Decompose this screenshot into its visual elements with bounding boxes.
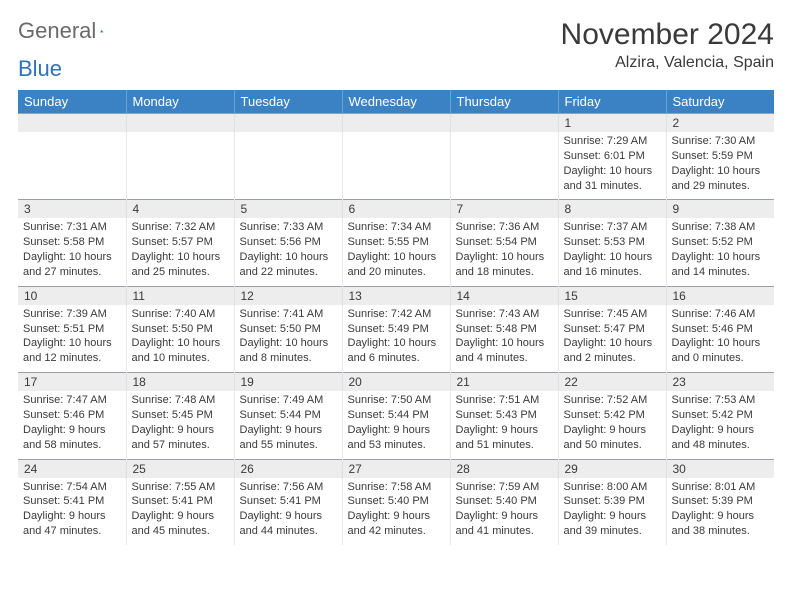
day-number: 30 — [666, 459, 774, 478]
day-cell: Sunrise: 7:36 AMSunset: 5:54 PMDaylight:… — [450, 218, 558, 286]
content-row: Sunrise: 7:54 AMSunset: 5:41 PMDaylight:… — [18, 478, 774, 545]
day-number — [342, 114, 450, 133]
day-number: 13 — [342, 286, 450, 305]
day-cell: Sunrise: 7:39 AMSunset: 5:51 PMDaylight:… — [18, 305, 126, 373]
calendar-head: Sunday Monday Tuesday Wednesday Thursday… — [18, 90, 774, 114]
day-cell: Sunrise: 7:40 AMSunset: 5:50 PMDaylight:… — [126, 305, 234, 373]
content-row: Sunrise: 7:31 AMSunset: 5:58 PMDaylight:… — [18, 218, 774, 286]
day-number: 6 — [342, 200, 450, 219]
day-number: 24 — [18, 459, 126, 478]
day-cell — [342, 132, 450, 200]
daynum-row: 3456789 — [18, 200, 774, 219]
content-row: Sunrise: 7:39 AMSunset: 5:51 PMDaylight:… — [18, 305, 774, 373]
day-cell: Sunrise: 7:53 AMSunset: 5:42 PMDaylight:… — [666, 391, 774, 459]
day-number: 27 — [342, 459, 450, 478]
day-cell: Sunrise: 7:38 AMSunset: 5:52 PMDaylight:… — [666, 218, 774, 286]
day-number: 15 — [558, 286, 666, 305]
day-cell: Sunrise: 7:42 AMSunset: 5:49 PMDaylight:… — [342, 305, 450, 373]
logo: General — [18, 18, 124, 44]
calendar-body: 12Sunrise: 7:29 AMSunset: 6:01 PMDayligh… — [18, 114, 774, 545]
day-number: 3 — [18, 200, 126, 219]
sail-icon — [100, 22, 104, 40]
day-number: 28 — [450, 459, 558, 478]
day-number: 12 — [234, 286, 342, 305]
day-cell: Sunrise: 7:41 AMSunset: 5:50 PMDaylight:… — [234, 305, 342, 373]
day-cell: Sunrise: 7:45 AMSunset: 5:47 PMDaylight:… — [558, 305, 666, 373]
day-number: 23 — [666, 373, 774, 392]
dayheader-sun: Sunday — [18, 90, 126, 114]
day-cell: Sunrise: 7:49 AMSunset: 5:44 PMDaylight:… — [234, 391, 342, 459]
day-number: 19 — [234, 373, 342, 392]
dayheader-wed: Wednesday — [342, 90, 450, 114]
daynum-row: 17181920212223 — [18, 373, 774, 392]
daynum-row: 10111213141516 — [18, 286, 774, 305]
day-cell: Sunrise: 7:55 AMSunset: 5:41 PMDaylight:… — [126, 478, 234, 545]
day-cell: Sunrise: 7:30 AMSunset: 5:59 PMDaylight:… — [666, 132, 774, 200]
day-cell: Sunrise: 7:56 AMSunset: 5:41 PMDaylight:… — [234, 478, 342, 545]
day-cell: Sunrise: 7:43 AMSunset: 5:48 PMDaylight:… — [450, 305, 558, 373]
day-number: 9 — [666, 200, 774, 219]
day-number: 4 — [126, 200, 234, 219]
day-number — [126, 114, 234, 133]
day-cell: Sunrise: 8:00 AMSunset: 5:39 PMDaylight:… — [558, 478, 666, 545]
logo-word2: Blue — [18, 56, 62, 82]
location: Alzira, Valencia, Spain — [561, 54, 774, 72]
day-cell: Sunrise: 7:50 AMSunset: 5:44 PMDaylight:… — [342, 391, 450, 459]
day-number: 29 — [558, 459, 666, 478]
day-number — [18, 114, 126, 133]
dayheader-thu: Thursday — [450, 90, 558, 114]
dayheader-tue: Tuesday — [234, 90, 342, 114]
day-cell: Sunrise: 7:51 AMSunset: 5:43 PMDaylight:… — [450, 391, 558, 459]
day-number: 22 — [558, 373, 666, 392]
day-cell: Sunrise: 7:37 AMSunset: 5:53 PMDaylight:… — [558, 218, 666, 286]
day-cell — [18, 132, 126, 200]
day-number: 2 — [666, 114, 774, 133]
day-cell: Sunrise: 7:52 AMSunset: 5:42 PMDaylight:… — [558, 391, 666, 459]
day-number: 7 — [450, 200, 558, 219]
daynum-row: 12 — [18, 114, 774, 133]
day-cell: Sunrise: 7:31 AMSunset: 5:58 PMDaylight:… — [18, 218, 126, 286]
dayheader-sat: Saturday — [666, 90, 774, 114]
dayheader-fri: Friday — [558, 90, 666, 114]
day-cell: Sunrise: 7:29 AMSunset: 6:01 PMDaylight:… — [558, 132, 666, 200]
day-cell: Sunrise: 7:34 AMSunset: 5:55 PMDaylight:… — [342, 218, 450, 286]
content-row: Sunrise: 7:29 AMSunset: 6:01 PMDaylight:… — [18, 132, 774, 200]
day-number — [450, 114, 558, 133]
day-number: 10 — [18, 286, 126, 305]
day-number: 14 — [450, 286, 558, 305]
day-cell: Sunrise: 7:48 AMSunset: 5:45 PMDaylight:… — [126, 391, 234, 459]
dayheader-mon: Monday — [126, 90, 234, 114]
day-number: 8 — [558, 200, 666, 219]
calendar-page: General November 2024 Alzira, Valencia, … — [0, 0, 792, 553]
day-number: 25 — [126, 459, 234, 478]
day-number: 18 — [126, 373, 234, 392]
day-number: 17 — [18, 373, 126, 392]
day-number: 1 — [558, 114, 666, 133]
day-cell: Sunrise: 7:47 AMSunset: 5:46 PMDaylight:… — [18, 391, 126, 459]
day-number — [234, 114, 342, 133]
day-cell — [234, 132, 342, 200]
day-cell: Sunrise: 7:46 AMSunset: 5:46 PMDaylight:… — [666, 305, 774, 373]
day-cell: Sunrise: 8:01 AMSunset: 5:39 PMDaylight:… — [666, 478, 774, 545]
logo-word1: General — [18, 18, 96, 44]
day-cell: Sunrise: 7:58 AMSunset: 5:40 PMDaylight:… — [342, 478, 450, 545]
day-number: 11 — [126, 286, 234, 305]
day-header-row: Sunday Monday Tuesday Wednesday Thursday… — [18, 90, 774, 114]
calendar-table: Sunday Monday Tuesday Wednesday Thursday… — [18, 90, 774, 545]
month-title: November 2024 — [561, 18, 774, 52]
day-cell: Sunrise: 7:32 AMSunset: 5:57 PMDaylight:… — [126, 218, 234, 286]
day-number: 16 — [666, 286, 774, 305]
day-number: 21 — [450, 373, 558, 392]
day-number: 26 — [234, 459, 342, 478]
title-block: November 2024 Alzira, Valencia, Spain — [561, 18, 774, 72]
daynum-row: 24252627282930 — [18, 459, 774, 478]
day-number: 5 — [234, 200, 342, 219]
day-cell: Sunrise: 7:59 AMSunset: 5:40 PMDaylight:… — [450, 478, 558, 545]
content-row: Sunrise: 7:47 AMSunset: 5:46 PMDaylight:… — [18, 391, 774, 459]
day-cell: Sunrise: 7:54 AMSunset: 5:41 PMDaylight:… — [18, 478, 126, 545]
day-cell — [450, 132, 558, 200]
day-cell: Sunrise: 7:33 AMSunset: 5:56 PMDaylight:… — [234, 218, 342, 286]
day-number: 20 — [342, 373, 450, 392]
day-cell — [126, 132, 234, 200]
